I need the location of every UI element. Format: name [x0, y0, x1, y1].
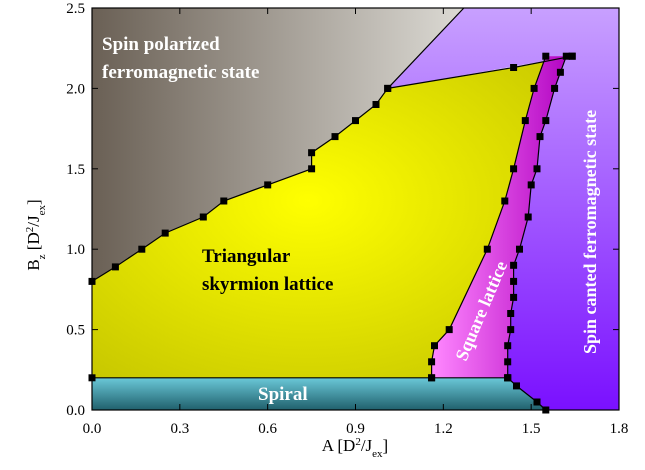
y-tick-label: 1.0 [66, 242, 85, 258]
data-point-marker [352, 117, 359, 125]
axis-ticks: 0.0 0.3 0.6 0.9 1.2 1.5 1.8 0.0 0.5 1.0 1.5 2.0 2.5 [66, 1, 628, 437]
data-point-marker [510, 293, 518, 301]
spiral-label: Spiral [258, 384, 308, 405]
data-point-marker [510, 64, 518, 71]
y-tick-label: 0.5 [66, 323, 85, 339]
spiral-region [92, 377, 546, 410]
data-point-marker [504, 374, 512, 382]
data-point-marker [521, 117, 529, 125]
data-point-marker [542, 117, 550, 125]
x-tick-label: 0.3 [170, 421, 189, 437]
data-point-marker [220, 197, 228, 205]
data-point-marker [510, 277, 518, 285]
data-point-marker [542, 52, 550, 60]
data-point-marker [331, 133, 339, 141]
data-point-marker [568, 52, 576, 60]
data-point-marker [524, 213, 532, 221]
x-tick-label: 0.9 [346, 421, 365, 437]
data-point-marker [551, 84, 559, 92]
boundary-line [387, 7, 465, 89]
ferro-label-line2: ferromagnetic state [102, 62, 259, 83]
data-point-marker [527, 181, 535, 189]
data-point-marker [536, 133, 544, 141]
canted-region [387, 8, 619, 410]
data-point-marker [507, 326, 515, 334]
data-point-marker [431, 342, 438, 350]
data-point-marker [445, 326, 453, 334]
x-tick-label: 1.2 [434, 421, 453, 437]
data-point-marker [264, 181, 272, 189]
data-point-marker [199, 213, 207, 221]
data-point-marker [501, 197, 509, 205]
data-point-marker [372, 101, 380, 108]
boundary-line [507, 377, 547, 411]
data-point-marker [428, 374, 436, 382]
data-point-marker [138, 245, 146, 253]
skyrmion-label-line2: skyrmion lattice [202, 274, 333, 295]
skyrmion-label-line1: Triangular [202, 246, 291, 267]
phase-regions [92, 8, 619, 410]
data-point-marker [507, 310, 515, 317]
x-tick-label: 0.0 [83, 421, 102, 437]
ferromagnetic-region [92, 8, 464, 282]
data-point-marker [516, 245, 523, 253]
data-point-marker [308, 149, 316, 157]
skyrmion-region [92, 56, 573, 378]
data-point-marker [504, 342, 512, 350]
data-point-marker [510, 261, 518, 269]
data-point-marker [530, 84, 538, 92]
y-tick-label: 2.0 [66, 81, 85, 97]
y-tick-label: 0.0 [66, 403, 85, 419]
data-point-marker [513, 382, 520, 390]
data-point-marker [308, 165, 316, 173]
data-point-marker [562, 52, 570, 60]
data-point-marker [384, 84, 392, 92]
boundary-markers [88, 52, 576, 414]
data-point-marker [556, 68, 564, 76]
data-point-marker [483, 245, 491, 253]
data-point-marker [428, 358, 436, 366]
x-tick-label: 0.6 [258, 421, 277, 437]
data-point-marker [510, 165, 518, 173]
x-tick-label: 1.8 [610, 421, 629, 437]
ferro-label-line1: Spin polarized [102, 34, 220, 55]
y-axis-label: Bz [D2/Jex] [24, 199, 48, 270]
y-tick-label: 2.5 [66, 1, 85, 17]
data-point-marker [161, 229, 169, 237]
x-axis-label: A [D2/Jex] [322, 436, 388, 460]
x-tick-label: 1.5 [522, 421, 541, 437]
y-tick-label: 1.5 [66, 162, 85, 178]
data-point-marker [533, 398, 541, 406]
data-point-marker [111, 263, 119, 271]
canted-label: Spin canted ferromagnetic state [580, 110, 600, 354]
data-point-marker [533, 165, 541, 173]
boundary-line [431, 55, 547, 378]
data-point-marker [504, 358, 512, 366]
